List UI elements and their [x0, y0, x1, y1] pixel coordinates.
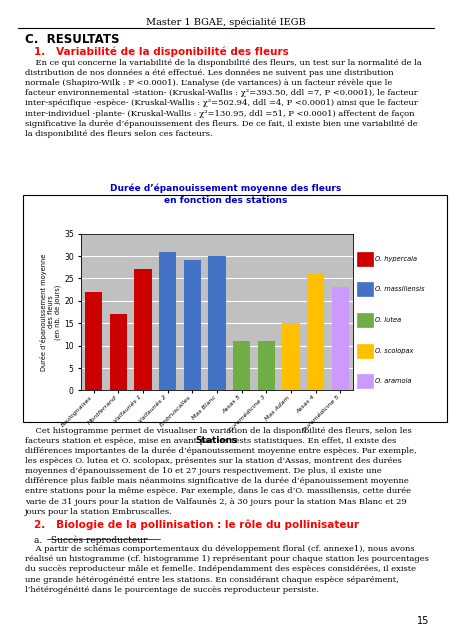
Bar [183, 260, 201, 390]
Bar [159, 252, 176, 390]
Bar [134, 269, 151, 390]
Bar [282, 323, 299, 390]
Text: Cet histogramme permet de visualiser la variation de la disponibilité des fleurs: Cet histogramme permet de visualiser la … [25, 427, 415, 516]
Text: O. massiliensis: O. massiliensis [374, 286, 424, 292]
X-axis label: Stations: Stations [195, 436, 238, 445]
Bar [331, 287, 348, 390]
Y-axis label: Durée d’épanouissement moyenne
des fleurs
(en nb. de jours): Durée d’épanouissement moyenne des fleur… [40, 253, 61, 371]
Text: O. hypercala: O. hypercala [374, 255, 416, 262]
Text: a.   Succès reproducteur: a. Succès reproducteur [34, 535, 147, 545]
Bar [306, 274, 323, 390]
Text: O. scolopax: O. scolopax [374, 348, 413, 354]
Text: O. aramola: O. aramola [374, 378, 410, 385]
Text: Durée d’épanouissement moyenne des fleurs
en fonction des stations: Durée d’épanouissement moyenne des fleur… [110, 184, 341, 205]
Bar [85, 292, 102, 390]
Text: C.  RESULTATS: C. RESULTATS [25, 33, 119, 46]
Bar [208, 256, 225, 390]
Bar [110, 314, 127, 390]
Text: 2.   Biologie de la pollinisation : le rôle du pollinisateur: 2. Biologie de la pollinisation : le rôl… [34, 520, 358, 530]
Text: A partir de schémas comportementaux du développement floral (cf. annexe1), nous : A partir de schémas comportementaux du d… [25, 545, 428, 594]
Text: O. lutea: O. lutea [374, 317, 400, 323]
Text: 1.   Variabilité de la disponibilité des fleurs: 1. Variabilité de la disponibilité des f… [34, 46, 288, 56]
Text: Master 1 BGAE, spécialité IEGB: Master 1 BGAE, spécialité IEGB [146, 17, 305, 27]
Bar [232, 341, 250, 390]
Text: 15: 15 [416, 616, 428, 626]
Text: En ce qui concerne la variabilité de la disponibilité des fleurs, un test sur la: En ce qui concerne la variabilité de la … [25, 59, 421, 138]
Bar [257, 341, 274, 390]
